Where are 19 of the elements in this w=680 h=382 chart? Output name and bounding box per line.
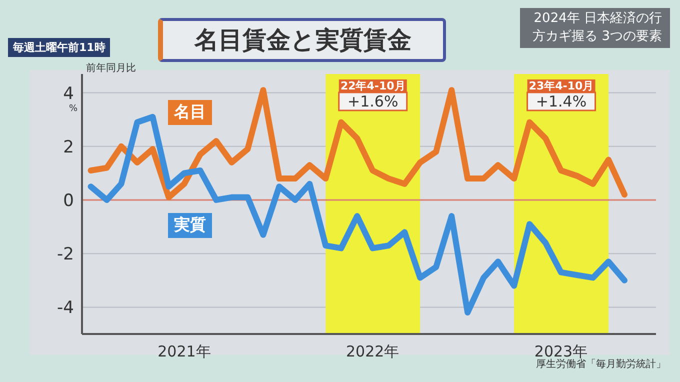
text: 厚生労働省「毎月勤労統計」 xyxy=(536,358,666,371)
chart-subtitle: 2024年 日本経済の行方カギ握る 3つの要素 xyxy=(520,8,670,48)
y-tick-label: -2 xyxy=(57,244,74,265)
text: 毎週土曜午前11時 xyxy=(8,38,110,57)
series-label: 名目 xyxy=(168,100,212,125)
band-label: 23年4-10月 xyxy=(528,79,594,92)
chart-title: 名目賃金と実質賃金 xyxy=(158,18,446,62)
y-tick-label: -4 xyxy=(57,298,74,318)
text: % xyxy=(69,104,78,114)
annotation: +1.4% xyxy=(536,92,587,110)
x-tick-label: 2021年 xyxy=(158,342,211,361)
y-tick-label: 2 xyxy=(63,137,74,158)
series-label: 実質 xyxy=(168,213,212,238)
annotation: +1.6% xyxy=(348,92,398,110)
x-tick-label: 2022年 xyxy=(346,342,400,361)
y-tick-label: 4 xyxy=(63,84,74,104)
band-label: 22年4-10月 xyxy=(340,79,406,92)
y-tick-label: 0 xyxy=(63,191,74,212)
y-axis-title: 前年同月比 xyxy=(86,62,136,74)
